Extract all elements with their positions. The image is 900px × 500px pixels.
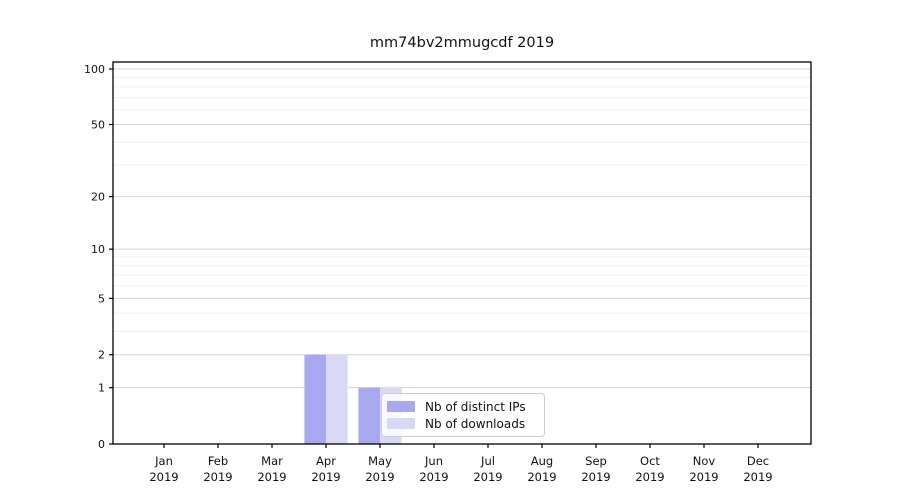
y-tick-label-10: 10 [91,243,105,256]
legend-swatch-distinct-ips [387,401,415,412]
x-tick-label-nov: Nov 2019 [689,454,718,484]
legend-row-downloads: Nb of downloads [387,416,536,431]
legend-label-distinct-ips: Nb of distinct IPs [425,399,526,414]
legend-row-distinct-ips: Nb of distinct IPs [387,399,536,414]
x-tick-label-jul: Jul 2019 [473,454,502,484]
y-tick-label-5: 5 [98,292,105,305]
y-tick-label-50: 50 [91,119,105,132]
plot-border [112,61,812,445]
x-tick-label-apr: Apr 2019 [311,454,340,484]
chart-title: mm74bv2mmugcdf 2019 [369,35,555,51]
x-tick-label-jun: Jun 2019 [419,454,448,484]
y-tick-label-0: 0 [98,438,105,451]
y-tick-label-20: 20 [91,191,105,204]
x-tick-label-dec: Dec 2019 [743,454,772,484]
x-tick-label-aug: Aug 2019 [527,454,556,484]
x-tick-label-sep: Sep 2019 [581,454,610,484]
legend: Nb of distinct IPs Nb of downloads [381,393,545,437]
legend-swatch-downloads [387,418,415,429]
x-tick-label-jan: Jan 2019 [149,454,178,484]
x-tick-label-feb: Feb 2019 [203,454,232,484]
y-tick-label-2: 2 [98,349,105,362]
x-tick-label-oct: Oct 2019 [635,454,664,484]
x-tick-label-mar: Mar 2019 [257,454,286,484]
y-tick-label-100: 100 [84,63,105,76]
legend-label-downloads: Nb of downloads [425,416,526,431]
bar-apr-distinct-ips [304,354,326,444]
x-tick-label-may: May 2019 [365,454,394,484]
bar-may-distinct-ips [358,387,380,444]
bar-apr-downloads [326,354,348,444]
y-tick-label-1: 1 [98,382,105,395]
